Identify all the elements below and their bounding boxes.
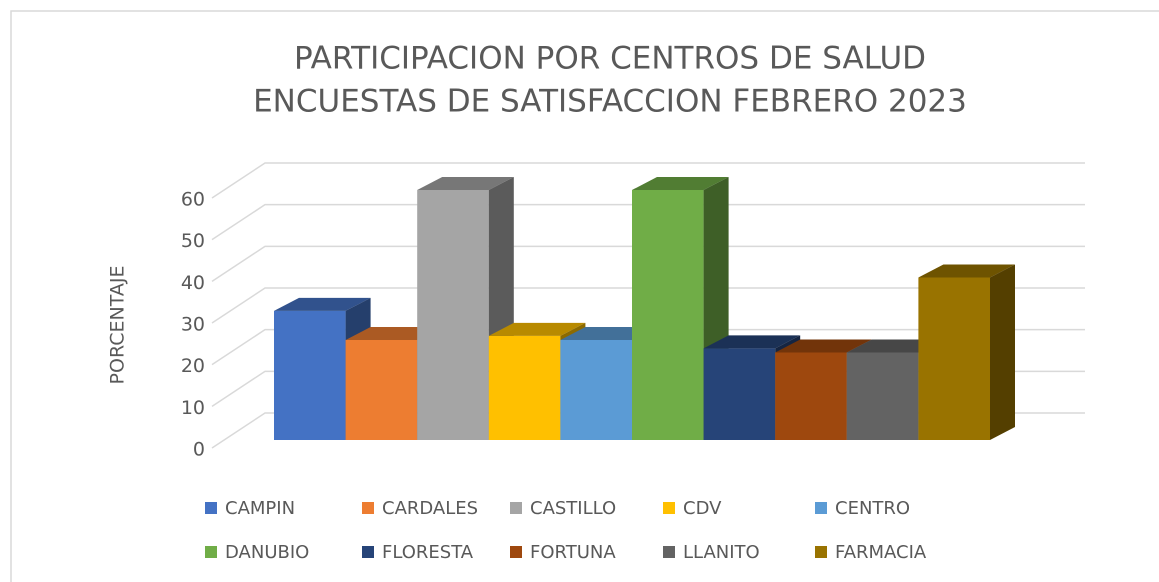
bar (417, 190, 489, 440)
bar (703, 348, 776, 440)
grid-line (211, 287, 1085, 324)
chart-title: ENCUESTAS DE SATISFACCION FEBRERO 2023 (253, 84, 967, 120)
legend-label: CDV (683, 498, 722, 519)
chart-frame (10, 10, 1159, 582)
bar-top (918, 264, 1015, 278)
legend-label: CENTRO (835, 498, 910, 519)
y-tick-label: 30 (181, 314, 205, 336)
bar (775, 352, 847, 440)
bar-top (274, 297, 371, 311)
legend-swatch (510, 546, 522, 558)
bar-top (417, 177, 514, 190)
y-tick-label: 40 (181, 272, 205, 294)
y-tick-label: 0 (193, 439, 205, 461)
grid-line (211, 203, 1085, 241)
legend-swatch (815, 546, 827, 558)
legend-label: LLANITO (683, 542, 760, 563)
bar-top (488, 322, 586, 336)
legend-label: FORTUNA (530, 542, 616, 563)
grid-line (211, 328, 1085, 366)
bar (632, 190, 704, 440)
y-axis-label: PORCENTAJE (107, 266, 129, 385)
legend-swatch (663, 502, 675, 514)
legend-swatch (510, 502, 522, 514)
grid-line (211, 162, 1085, 199)
bar-top (703, 335, 801, 349)
y-tick-label: 60 (181, 189, 205, 211)
legend-label: CASTILLO (530, 498, 616, 519)
legend-label: CARDALES (382, 498, 478, 519)
bar (488, 335, 561, 440)
bar (274, 310, 346, 440)
grid-line (211, 245, 1085, 282)
legend-swatch (362, 546, 374, 558)
legend-swatch (205, 502, 217, 514)
legend-label: FLORESTA (382, 542, 474, 563)
bar (345, 340, 418, 440)
legend-swatch (663, 546, 675, 558)
y-tick-label: 10 (181, 397, 205, 419)
legend-label: FARMACIA (835, 542, 927, 563)
legend-swatch (205, 546, 217, 558)
legend-label: DANUBIO (225, 542, 309, 563)
bar-top (632, 177, 729, 190)
bar (560, 340, 632, 440)
legend-swatch (815, 502, 827, 514)
bar-side (990, 264, 1015, 440)
legend-label: CAMPIN (225, 498, 295, 519)
legend-swatch (362, 502, 374, 514)
y-tick-label: 20 (181, 355, 205, 377)
bar (918, 277, 990, 440)
bar (846, 352, 919, 440)
bar-top (775, 339, 872, 353)
y-tick-label: 50 (181, 230, 205, 252)
chart-title: PARTICIPACION POR CENTROS DE SALUD (294, 41, 926, 77)
